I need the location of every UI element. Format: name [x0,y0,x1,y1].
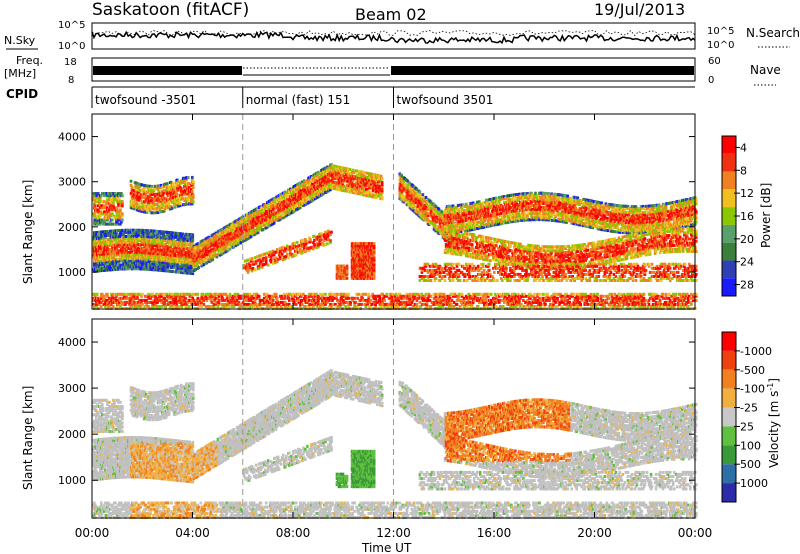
nsearch-tick-top: 10^5 [707,26,734,37]
nsky-trace [92,31,695,44]
nsky-tick-bottom: 10^0 [58,41,85,52]
heatmap-cell [176,193,179,196]
freq-label: Freq. [16,54,43,67]
cpid-segments: twofsound -3501 normal (fast) 151 twofsoun… [92,87,493,108]
heatmap-cell [121,200,124,203]
freq-unit-label: [MHz] [4,67,36,80]
heatmap-cell [111,219,114,222]
heatmap-cell [168,202,171,205]
heatmap-cell [192,200,195,203]
nsearch-label: N.Search [746,26,800,40]
heatmap-cell [229,248,232,251]
heatmap-cell [192,186,195,189]
heatmap-cell [191,190,194,193]
power-heatmap [92,114,698,310]
date-title: 19/Jul/2013 [594,0,685,19]
heatmap-cell [273,221,276,224]
nave-tick-top: 60 [708,56,721,67]
heatmap-cell [192,180,195,183]
heatmap-cell [166,182,169,185]
nave-tick-bottom: 0 [708,75,714,86]
heatmap-cell [119,208,122,211]
cpid-segment-label: normal (fast) 151 [246,93,350,107]
heatmap-cell [187,176,190,179]
heatmap-cell [172,182,175,185]
heatmap-cell [121,219,124,222]
heatmap-cell [295,204,298,207]
nsky-line [92,32,695,43]
heatmap-cell [121,212,124,215]
heatmap-cell [192,194,195,197]
heatmap-cell [131,186,134,189]
beam-title: Beam 02 [355,5,427,24]
freq-tick-top: 18 [64,57,77,68]
freq-band-left [93,66,242,75]
rti-plot: Saskatoon (fitACF) Beam 02 19/Jul/2013 N… [0,0,800,554]
freq-tick-bottom: 8 [68,75,74,86]
heatmap-cell [121,194,124,197]
freq-band-right [391,66,694,75]
heatmap-cell [306,198,309,201]
nsky-tick-top: 10^5 [58,20,85,31]
heatmap-cell [204,259,207,262]
cpid-label: CPID [6,87,38,101]
heatmap-cell [198,266,201,269]
heatmap-cell [171,207,174,210]
heatmap-cell [94,204,97,207]
nsky-label: N.Sky [4,34,36,47]
nsearch-tick-bottom: 10^0 [707,40,734,51]
heatmap-cell [112,223,115,226]
heatmap-cell [250,235,253,238]
cpid-segment-label: twofsound 3501 [397,93,494,107]
nsky-panel [92,23,695,49]
station-title: Saskatoon (fitACF) [92,0,249,20]
heatmap-cell [138,203,141,206]
heatmap-cell [179,202,182,205]
cpid-segment-label: twofsound -3501 [95,93,196,107]
heatmap-cell [130,180,133,183]
heatmap-cell [192,233,195,236]
nave-label: Nave [750,63,781,77]
heatmap-cell [191,176,194,179]
